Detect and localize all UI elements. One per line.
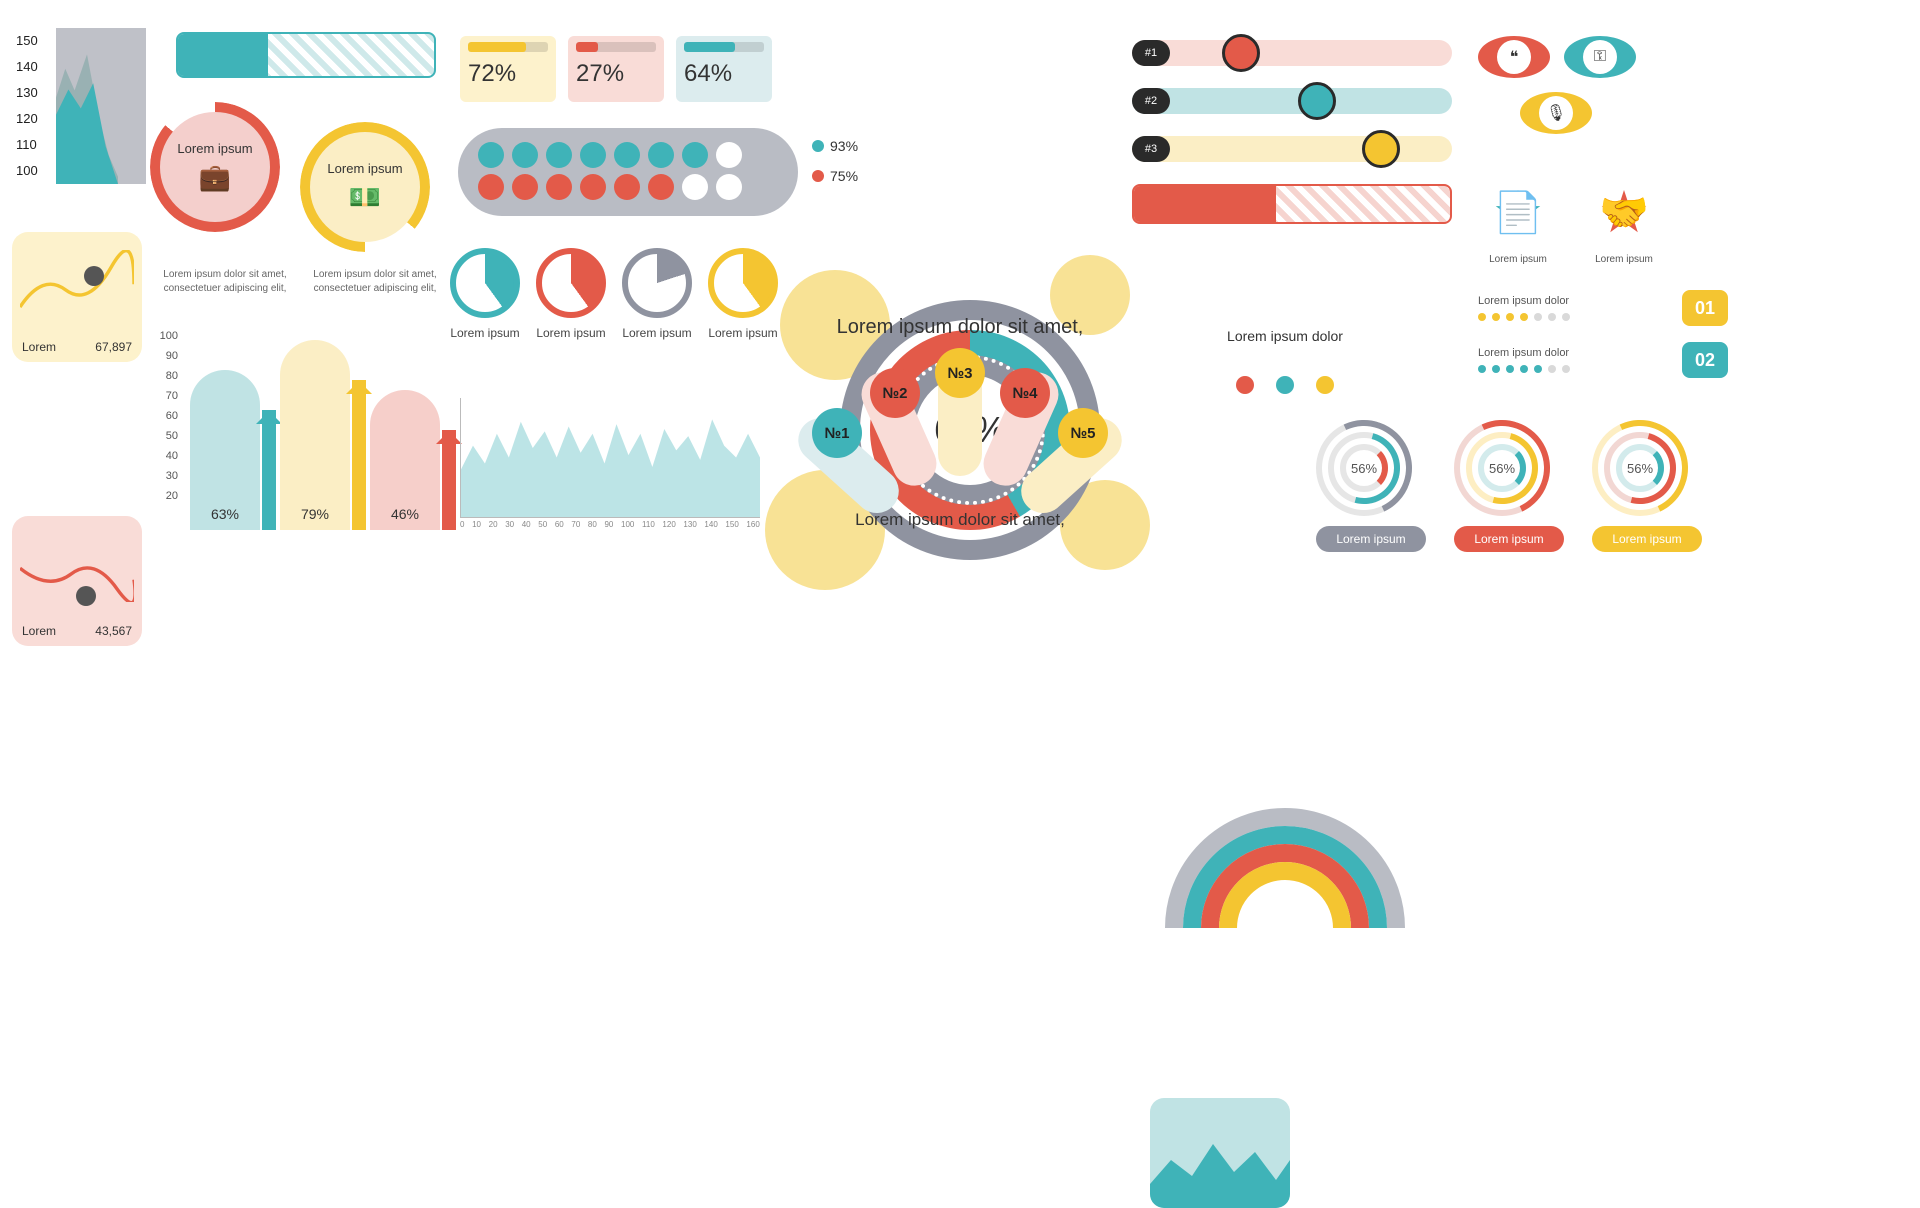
cycle-left-title: Lorem ipsum (177, 141, 252, 156)
dot-strip-legend: 93% 75% (812, 138, 858, 184)
dot-strip (458, 128, 798, 216)
briefcase-icon: 💼 (199, 162, 231, 193)
cycle-diagram: Lorem ipsum 💼 Lorem ipsum 💵 (150, 92, 450, 272)
sliders: #1 #2 #3 (1132, 40, 1452, 162)
teal-mini-area (1150, 1098, 1290, 1208)
concentric-gauges: 56% Lorem ipsum 56% Lorem ipsum 56% Lore… (1316, 420, 1702, 552)
pct-box-3: 64% (676, 36, 772, 102)
eye-badges: ❝ ⚿ 🎙 (1478, 36, 1658, 134)
area-axis-chart (56, 28, 146, 184)
pct-box-1: 72% (460, 36, 556, 102)
slider-1[interactable]: #1 (1132, 40, 1452, 66)
cycle-right-title: Lorem ipsum (327, 161, 402, 176)
rounded-bars: 63% 79% 46% (190, 330, 450, 530)
num-bullets: Lorem ipsum dolor 01 Lorem ipsum dolor 0… (1478, 290, 1728, 378)
slider-2[interactable]: #2 (1132, 88, 1452, 114)
rainbow-label: Lorem ipsum dolor (1215, 328, 1355, 344)
area-axis-ticks: 150 140 130 120 110 100 (16, 28, 38, 184)
progress-teal (176, 32, 436, 78)
big-radial-caption: Lorem ipsum dolor sit amet, (800, 316, 1120, 339)
money-icon: 💵 (349, 182, 381, 213)
noisy-line-chart: 0102030405060708090100110120130140150160 (460, 398, 760, 529)
dot-row-1 (478, 142, 778, 168)
star-badges: ★📄 Lorem ipsum ★🤝 Lorem ipsum (1478, 172, 1664, 265)
dot-row-2 (478, 174, 778, 200)
key-icon: ⚿ (1564, 36, 1636, 78)
fan-caption: Lorem ipsum dolor sit amet, (840, 510, 1080, 530)
cycle-caption-left: Lorem ipsum dolor sit amet, consectetuer… (150, 268, 300, 295)
mini-card-2: Lorem43,567 (12, 516, 142, 646)
progress-red (1132, 184, 1452, 224)
gauge-btn-3[interactable]: Lorem ipsum (1592, 526, 1702, 552)
star-handshake-icon: ★🤝 (1584, 172, 1664, 252)
pct-box-2: 27% (568, 36, 664, 102)
rounded-bars-yaxis: 1009080706050403020 (150, 330, 178, 510)
mini-card-1: Lorem67,897 (12, 232, 142, 362)
star-doc-icon: ★📄 (1478, 172, 1558, 252)
gauge-btn-1[interactable]: Lorem ipsum (1316, 526, 1426, 552)
rainbow-arc (1165, 808, 1405, 928)
three-dots (1210, 376, 1360, 394)
cycle-caption-right: Lorem ipsum dolor sit amet, consectetuer… (300, 268, 450, 295)
gauge-btn-2[interactable]: Lorem ipsum (1454, 526, 1564, 552)
quote-icon: ❝ (1478, 36, 1550, 78)
mic-icon: 🎙 (1520, 92, 1592, 134)
mini-pies: Lorem ipsum Lorem ipsum Lorem ipsum Lore… (450, 248, 778, 340)
slider-3[interactable]: #3 (1132, 136, 1452, 162)
progress-teal-fill (178, 34, 268, 76)
